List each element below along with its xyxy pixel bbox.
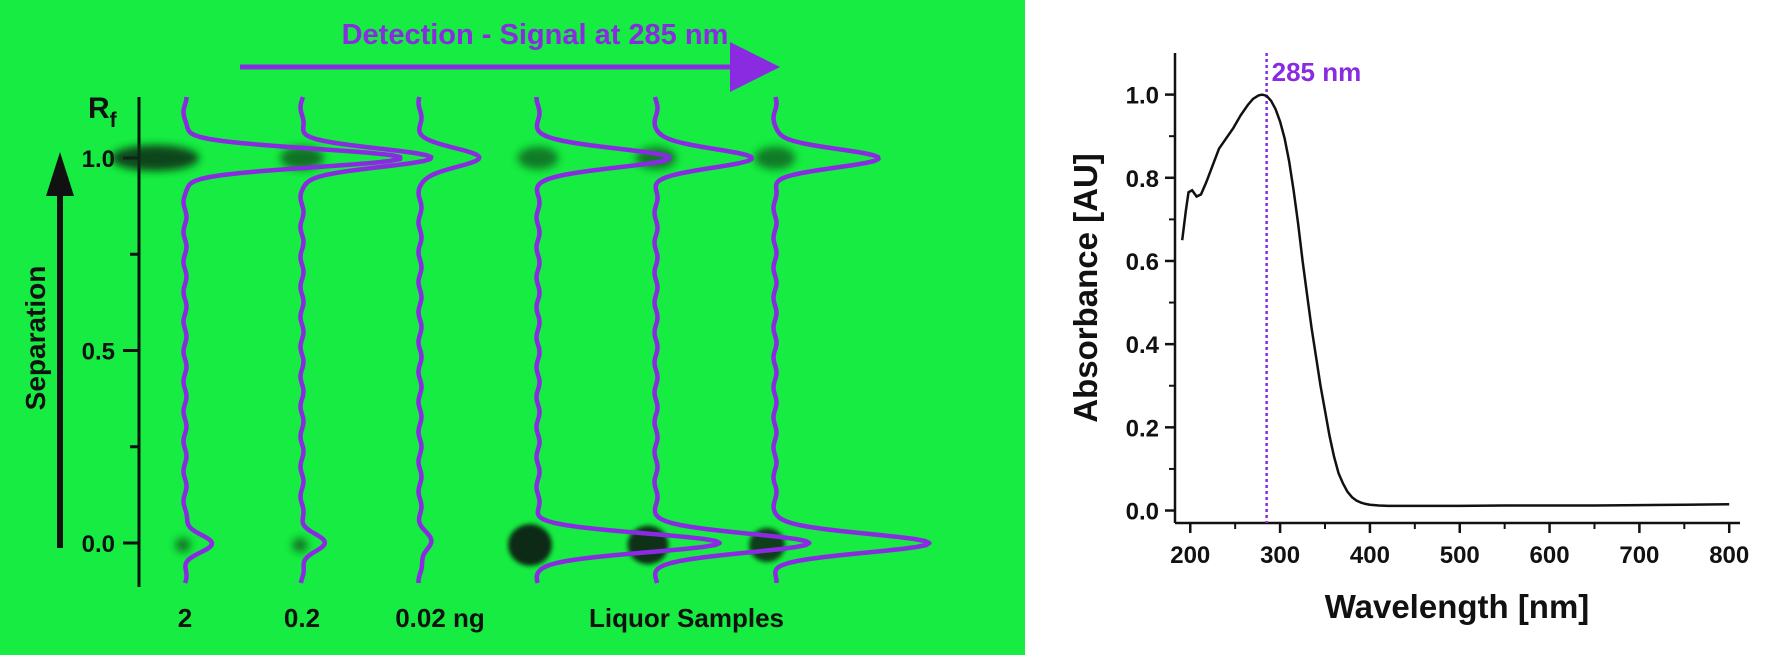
spectrum-y-ticks: 0.0 0.2 0.4 0.6 0.8 1.0 <box>1126 83 1175 526</box>
signal-trace-lane-1 <box>181 96 403 584</box>
separation-arrow <box>46 152 74 548</box>
tlc-plate-panel: Detection - Signal at 285 nm Rf 0.0 0.5 1.… <box>0 0 1025 655</box>
rf-tick-label: 0.5 <box>82 339 115 366</box>
y-tick-label: 1.0 <box>1126 83 1159 110</box>
tlc-spot-top <box>280 146 324 170</box>
signal-trace-lane-2 <box>298 96 434 584</box>
tlc-spot-top <box>517 146 559 170</box>
detection-title: Detection - Signal at 285 nm <box>342 19 729 51</box>
x-tick-label: 300 <box>1260 542 1300 569</box>
separation-label: Separation <box>20 266 51 411</box>
x-tick-label: 400 <box>1350 542 1390 569</box>
absorbance-series-line <box>1180 93 1730 508</box>
spectrum-x-label: Wavelength [nm] <box>1325 588 1590 625</box>
y-tick-label: 0.2 <box>1126 415 1159 442</box>
uv-spectrum-panel: 200 300 400 500 600 700 800 0.0 0.2 0.4 0.6 0.8 1.0… <box>1067 53 1749 625</box>
tlc-spot-bottom <box>175 537 191 553</box>
lane-label: Liquor Samples <box>589 603 784 633</box>
lane-label: 2 <box>178 603 192 633</box>
rf-tick-label: 0.0 <box>82 531 115 558</box>
y-tick-label: 0.0 <box>1126 499 1159 526</box>
spectrum-plot-frame <box>1175 53 1740 523</box>
signal-trace-lane-5 <box>652 96 812 584</box>
rf-axis-letter: R <box>88 92 110 125</box>
signal-traces <box>181 96 932 584</box>
signal-trace-lane-6 <box>771 96 932 584</box>
rf-axis-ticks: 0.0 0.5 1.0 <box>82 146 139 558</box>
x-tick-label: 800 <box>1709 542 1749 569</box>
marker-285nm-label: 285 nm <box>1272 57 1362 87</box>
rf-tick-label: 1.0 <box>82 146 115 173</box>
lane-label: 0.02 ng <box>395 603 485 633</box>
tlc-spot-bottom <box>292 537 308 553</box>
y-tick-label: 0.8 <box>1126 166 1159 193</box>
x-tick-label: 200 <box>1170 542 1210 569</box>
tlc-spot-bottom <box>508 524 552 566</box>
x-tick-label: 500 <box>1440 542 1480 569</box>
y-tick-label: 0.6 <box>1126 249 1159 276</box>
rf-axis-subscript: f <box>110 109 118 132</box>
signal-trace-lane-4 <box>534 96 722 584</box>
signal-trace-lane-3 <box>416 96 482 584</box>
rf-axis-label: Rf <box>88 92 118 132</box>
spectrum-x-ticks: 200 300 400 500 600 700 800 <box>1170 523 1749 569</box>
x-tick-label: 700 <box>1619 542 1659 569</box>
lane-labels: 2 0.2 0.02 ng Liquor Samples <box>178 603 784 633</box>
tlc-spot-top <box>754 146 796 170</box>
x-tick-label: 600 <box>1530 542 1570 569</box>
spectrum-y-label: Absorbance [AU] <box>1067 153 1104 423</box>
y-tick-label: 0.4 <box>1126 332 1160 359</box>
tlc-spot-top <box>111 145 199 171</box>
lane-label: 0.2 <box>284 603 320 633</box>
